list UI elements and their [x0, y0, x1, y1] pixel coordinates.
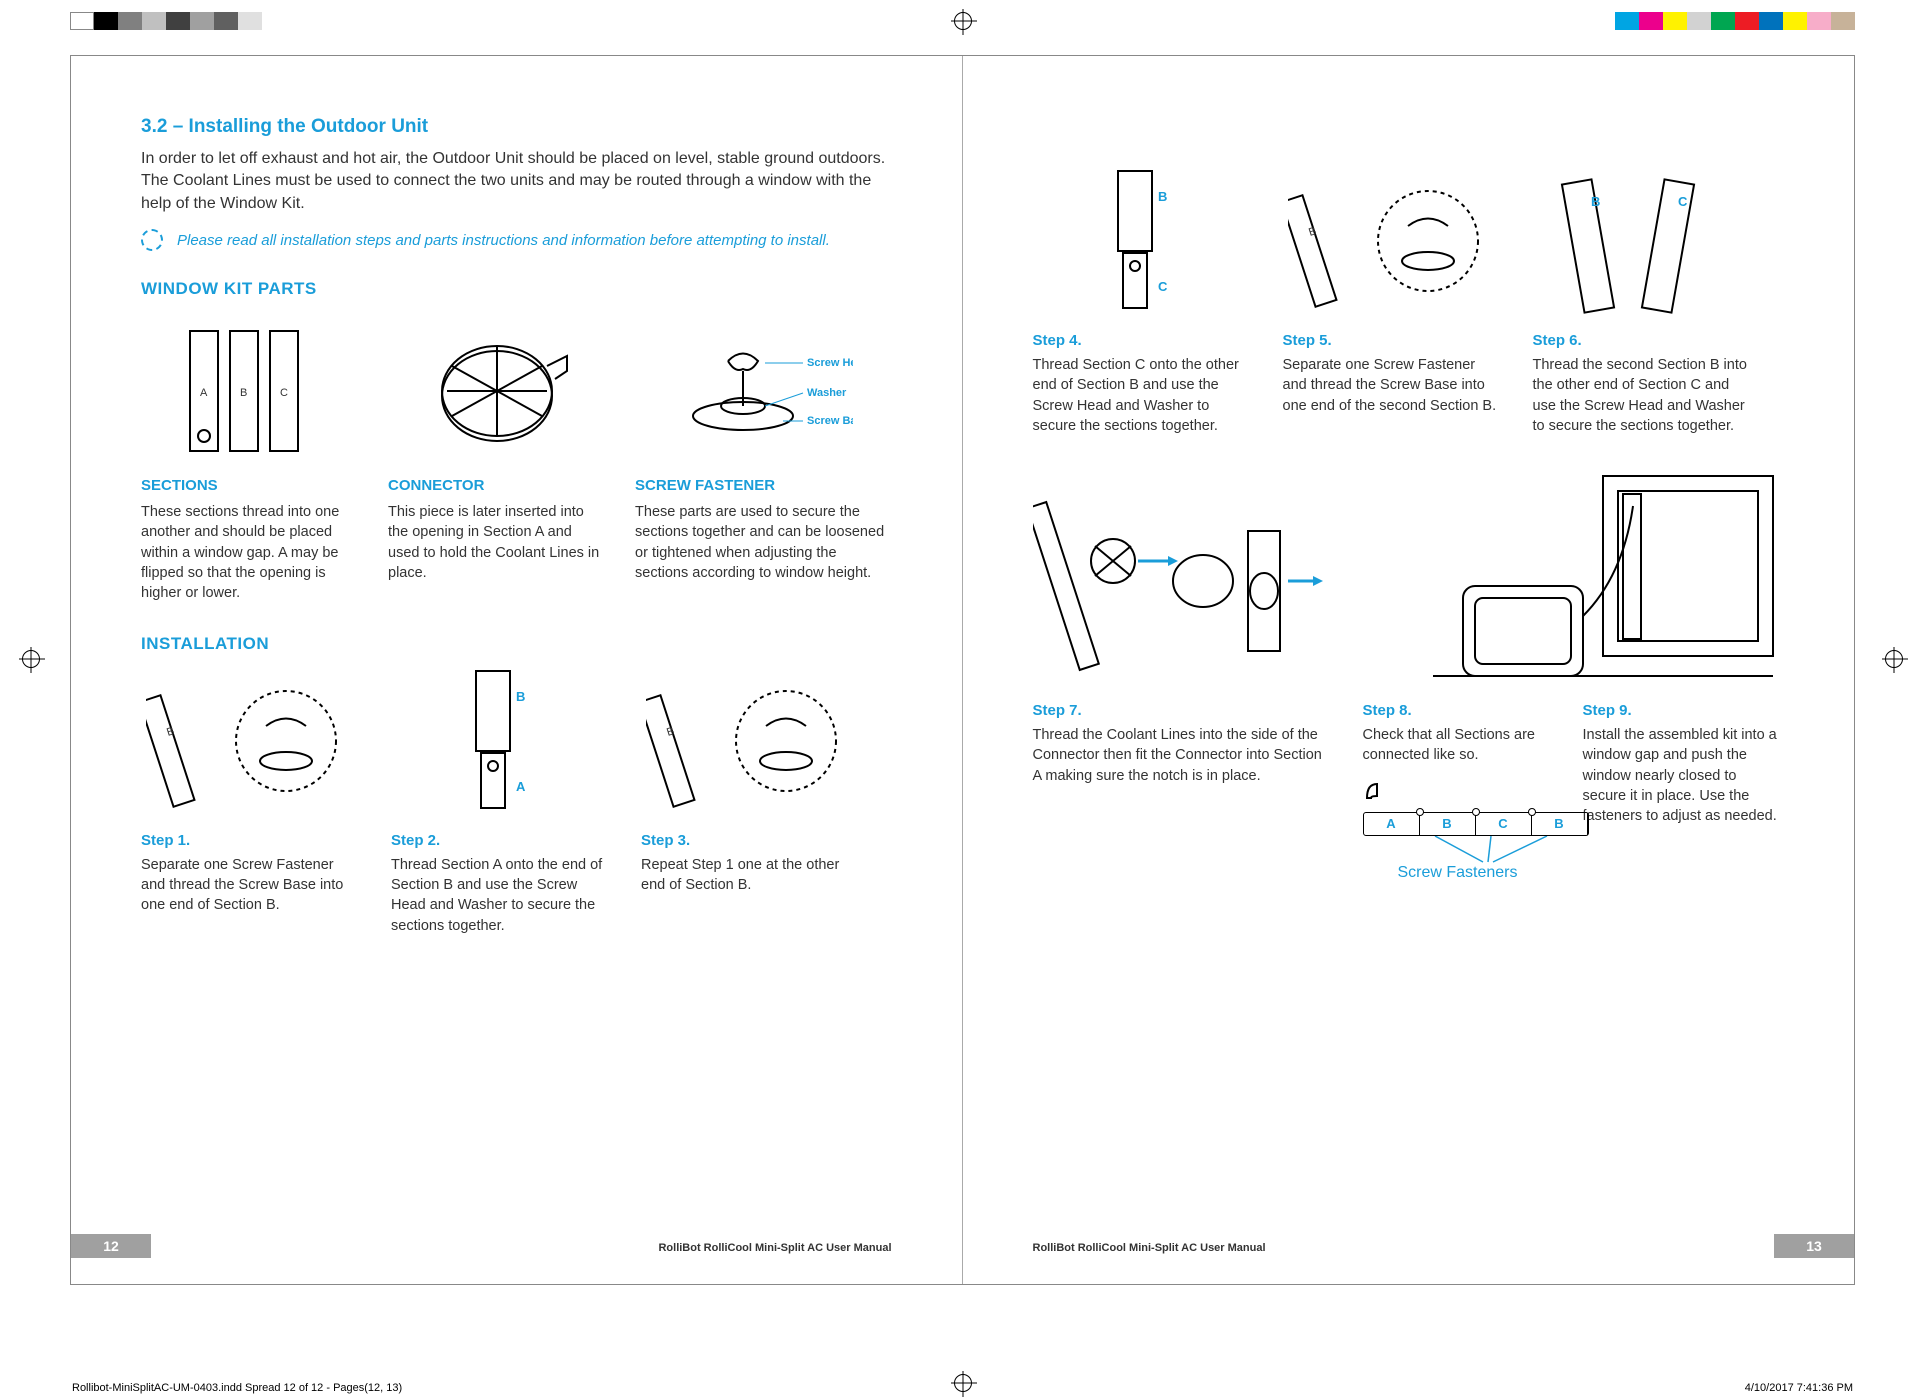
steps-row-a: B C Step 4. Thread Section C onto the ot…: [1033, 166, 1785, 436]
svg-text:C: C: [280, 387, 288, 399]
print-color-bar-left: [70, 12, 262, 30]
step-1: B Step 1. Separate one Screw Fastener an…: [141, 666, 361, 936]
indesign-slug-left: Rollibot-MiniSplitAC-UM-0403.indd Spread…: [72, 1382, 402, 1394]
screw-fasteners-caption: Screw Fasteners: [1363, 864, 1553, 882]
note-callout: Please read all installation steps and p…: [141, 229, 892, 251]
step-2: B A Step 2. Thread Section A onto the en…: [391, 666, 611, 936]
sections-illustration: A B C: [141, 311, 358, 471]
intro-text: In order to let off exhaust and hot air,…: [141, 148, 892, 215]
step-title: Step 6.: [1533, 332, 1753, 349]
page-number: 13: [1774, 1234, 1854, 1258]
page-13: B C Step 4. Thread Section C onto the ot…: [963, 56, 1855, 1284]
step-desc: Repeat Step 1 one at the other end of Se…: [641, 855, 861, 896]
svg-text:B: B: [1307, 225, 1318, 239]
step-7: Step 7. Thread the Coolant Lines into th…: [1033, 466, 1333, 882]
washer-label: Washer: [807, 387, 847, 399]
footer-text: RolliBot RolliCool Mini-Split AC User Ma…: [1033, 1242, 1266, 1254]
registration-mark-icon: [1885, 650, 1903, 668]
note-icon: [141, 229, 163, 251]
step-desc: Check that all Sections are connected li…: [1363, 725, 1553, 766]
part-screw-fastener: Screw Head Washer Screw Base SCREW FASTE…: [635, 311, 891, 603]
part-title: SCREW FASTENER: [635, 477, 891, 494]
page-number: 12: [71, 1234, 151, 1258]
step-5-illustration: B: [1283, 166, 1503, 326]
step-4-illustration: B C: [1033, 166, 1253, 326]
connector-illustration: [388, 311, 605, 471]
step-desc: Separate one Screw Fastener and thread t…: [141, 855, 361, 916]
step-desc: Thread the Coolant Lines into the side o…: [1033, 725, 1333, 786]
step-3: B Step 3. Repeat Step 1 one at the other…: [641, 666, 861, 936]
step-1-illustration: B: [141, 666, 361, 826]
svg-text:B: B: [165, 725, 176, 739]
assembly-diagram: A B C B: [1363, 778, 1553, 882]
window-kit-heading: WINDOW KIT PARTS: [141, 279, 892, 299]
part-sections: A B C SECTIONS These sections thread int…: [141, 311, 358, 603]
step-8-9-combined: Step 8. Check that all Sections are conn…: [1363, 466, 1783, 882]
installation-heading: INSTALLATION: [141, 634, 892, 654]
svg-text:A: A: [200, 387, 208, 399]
svg-text:B: B: [1158, 189, 1167, 204]
step-3-illustration: B: [641, 666, 861, 826]
part-desc: These sections thread into one another a…: [141, 502, 358, 603]
screw-base-label: Screw Base: [807, 415, 853, 427]
screw-head-label: Screw Head: [807, 357, 853, 369]
step-desc: Thread Section C onto the other end of S…: [1033, 355, 1253, 436]
registration-mark-icon: [22, 650, 40, 668]
svg-text:B: B: [516, 689, 525, 704]
step-title: Step 8.: [1363, 702, 1553, 719]
step-9-illustration: [1363, 466, 1783, 696]
svg-text:A: A: [516, 779, 526, 794]
svg-text:B: B: [665, 725, 676, 739]
step-4: B C Step 4. Thread Section C onto the ot…: [1033, 166, 1253, 436]
step-title: Step 1.: [141, 832, 361, 849]
step-title: Step 7.: [1033, 702, 1333, 719]
step-7-illustration: [1033, 466, 1333, 696]
assembly-seg-c: C: [1476, 813, 1532, 835]
step-title: Step 4.: [1033, 332, 1253, 349]
svg-text:B: B: [240, 387, 247, 399]
step-title: Step 3.: [641, 832, 861, 849]
step-desc: Thread the second Section B into the oth…: [1533, 355, 1753, 436]
assembly-seg-a: A: [1364, 813, 1420, 835]
part-desc: This piece is later inserted into the op…: [388, 502, 605, 583]
page-12: 3.2 – Installing the Outdoor Unit In ord…: [71, 56, 963, 1284]
parts-row: A B C SECTIONS These sections thread int…: [141, 311, 892, 603]
step-title: Step 2.: [391, 832, 611, 849]
registration-mark-icon: [954, 1374, 972, 1392]
part-connector: CONNECTOR This piece is later inserted i…: [388, 311, 605, 603]
step-6: B C Step 6. Thread the second Section B …: [1533, 166, 1753, 436]
indesign-slug-right: 4/10/2017 7:41:36 PM: [1745, 1382, 1853, 1394]
note-text: Please read all installation steps and p…: [177, 232, 830, 249]
step-6-illustration: B C: [1533, 166, 1753, 326]
step-2-illustration: B A: [391, 666, 611, 826]
part-desc: These parts are used to secure the secti…: [635, 502, 891, 583]
screw-illustration: Screw Head Washer Screw Base: [635, 311, 891, 471]
step-desc: Thread Section A onto the end of Section…: [391, 855, 611, 936]
part-title: SECTIONS: [141, 477, 358, 494]
svg-text:C: C: [1678, 194, 1688, 209]
svg-text:B: B: [1591, 194, 1600, 209]
step-desc: Separate one Screw Fastener and thread t…: [1283, 355, 1503, 416]
section-heading: 3.2 – Installing the Outdoor Unit: [141, 116, 892, 138]
step-title: Step 9.: [1583, 702, 1783, 719]
assembly-seg-b2: B: [1532, 813, 1588, 835]
print-color-bar-right: [1615, 12, 1855, 30]
steps-row-b: Step 7. Thread the Coolant Lines into th…: [1033, 466, 1785, 882]
page-spread: 3.2 – Installing the Outdoor Unit In ord…: [70, 55, 1855, 1285]
step-title: Step 5.: [1283, 332, 1503, 349]
assembly-seg-b: B: [1420, 813, 1476, 835]
step-5: B Step 5. Separate one Screw Fastener an…: [1283, 166, 1503, 436]
svg-text:C: C: [1158, 279, 1168, 294]
step-desc: Install the assembled kit into a window …: [1583, 725, 1783, 826]
footer-text: RolliBot RolliCool Mini-Split AC User Ma…: [658, 1242, 891, 1254]
part-title: CONNECTOR: [388, 477, 605, 494]
steps-row-1: B Step 1. Separate one Screw Fastener an…: [141, 666, 892, 936]
registration-mark-icon: [954, 12, 972, 30]
